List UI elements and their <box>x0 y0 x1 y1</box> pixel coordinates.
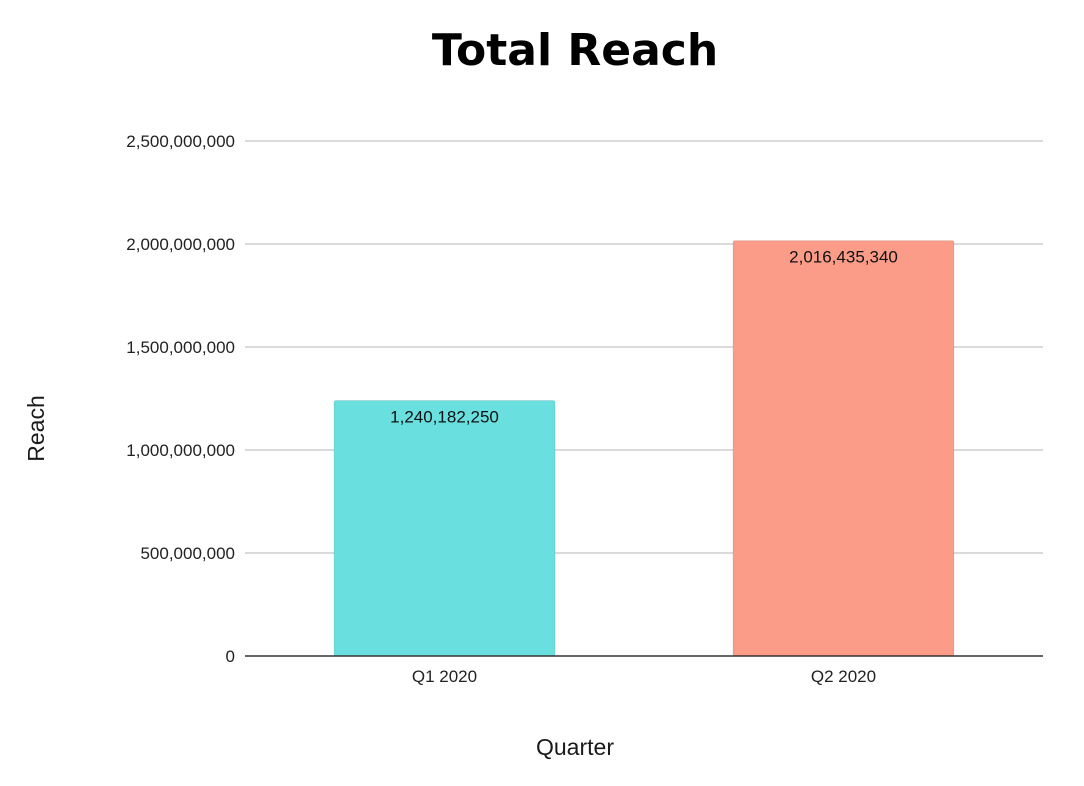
x-tick-label: Q2 2020 <box>811 667 876 686</box>
y-axis-ticks: 0 500,000,000 1,000,000,000 1,500,000,000 2,… <box>126 132 235 666</box>
bar <box>732 240 955 657</box>
x-axis-title: Quarter <box>536 734 614 760</box>
chart-title: Total Reach <box>432 25 718 76</box>
y-tick-label: 2,000,000,000 <box>126 235 235 254</box>
bar <box>333 400 556 657</box>
y-tick-label: 1,500,000,000 <box>126 338 235 357</box>
bar-value-label: 1,240,182,250 <box>390 408 499 427</box>
bar-value-label: 2,016,435,340 <box>789 248 898 267</box>
bars <box>333 240 955 657</box>
y-tick-label: 500,000,000 <box>140 544 235 563</box>
data-labels: 1,240,182,250 2,016,435,340 <box>390 248 898 427</box>
y-tick-label: 0 <box>226 647 235 666</box>
y-axis-title: Reach <box>23 395 49 461</box>
x-axis-ticks: Q1 2020 Q2 2020 <box>412 667 876 686</box>
y-tick-label: 2,500,000,000 <box>126 132 235 151</box>
y-tick-label: 1,000,000,000 <box>126 441 235 460</box>
x-tick-label: Q1 2020 <box>412 667 477 686</box>
